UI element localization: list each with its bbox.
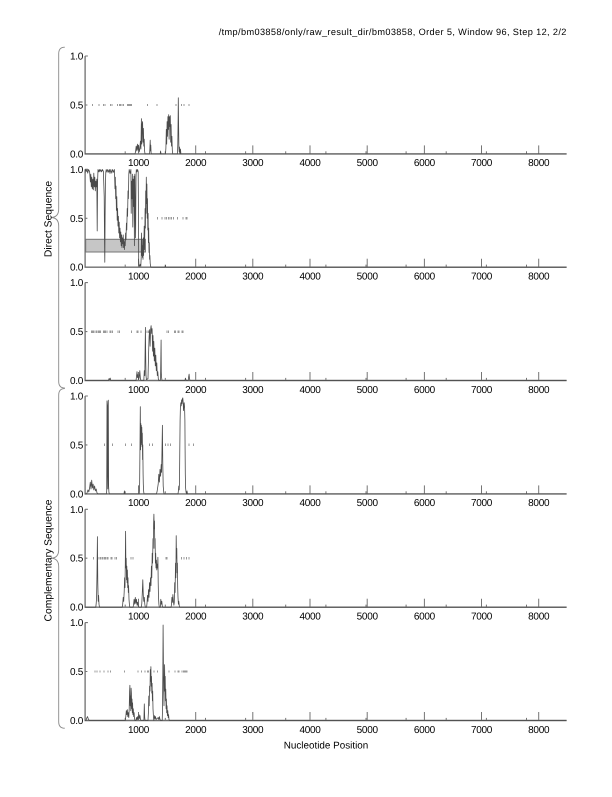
svg-text:8000: 8000 — [528, 272, 550, 283]
svg-text:1000: 1000 — [128, 498, 150, 509]
svg-text:4000: 4000 — [299, 498, 321, 509]
svg-text:1.0: 1.0 — [70, 165, 84, 176]
svg-text:5000: 5000 — [357, 725, 379, 736]
svg-text:3000: 3000 — [242, 158, 264, 169]
svg-text:7000: 7000 — [471, 158, 493, 169]
svg-text:0.5: 0.5 — [70, 101, 84, 112]
svg-text:4000: 4000 — [299, 612, 321, 623]
svg-text:5000: 5000 — [357, 385, 379, 396]
svg-text:4000: 4000 — [299, 272, 321, 283]
svg-text:2000: 2000 — [185, 612, 207, 623]
svg-text:3000: 3000 — [242, 725, 264, 736]
svg-text:1000: 1000 — [128, 158, 150, 169]
svg-text:8000: 8000 — [528, 612, 550, 623]
svg-text:0.5: 0.5 — [70, 440, 84, 451]
svg-text:5000: 5000 — [357, 498, 379, 509]
svg-text:1.0: 1.0 — [70, 618, 84, 629]
svg-text:0.0: 0.0 — [70, 149, 84, 160]
svg-text:1.0: 1.0 — [70, 392, 84, 403]
svg-text:0.0: 0.0 — [70, 716, 84, 727]
svg-text:2000: 2000 — [185, 158, 207, 169]
svg-text:Direct Sequence: Direct Sequence — [43, 181, 54, 257]
svg-text:6000: 6000 — [414, 725, 436, 736]
svg-text:6000: 6000 — [414, 158, 436, 169]
svg-text:2000: 2000 — [185, 385, 207, 396]
svg-text:1000: 1000 — [128, 385, 150, 396]
svg-text:6000: 6000 — [414, 272, 436, 283]
svg-text:1000: 1000 — [128, 612, 150, 623]
svg-text:7000: 7000 — [471, 612, 493, 623]
svg-text:/tmp/bm03858/only/raw_result_d: /tmp/bm03858/only/raw_result_dir/bm03858… — [219, 27, 567, 37]
svg-text:1000: 1000 — [128, 725, 150, 736]
svg-text:8000: 8000 — [528, 158, 550, 169]
svg-text:0.5: 0.5 — [70, 214, 84, 225]
svg-text:4000: 4000 — [299, 385, 321, 396]
svg-text:7000: 7000 — [471, 272, 493, 283]
svg-text:1.0: 1.0 — [70, 278, 84, 289]
svg-text:0.0: 0.0 — [70, 263, 84, 274]
svg-text:5000: 5000 — [357, 158, 379, 169]
svg-text:Complementary Sequence: Complementary Sequence — [43, 499, 54, 621]
svg-text:0.5: 0.5 — [70, 667, 84, 678]
svg-text:8000: 8000 — [528, 498, 550, 509]
svg-text:4000: 4000 — [299, 725, 321, 736]
svg-text:1000: 1000 — [128, 272, 150, 283]
svg-text:2000: 2000 — [185, 272, 207, 283]
svg-text:3000: 3000 — [242, 272, 264, 283]
svg-text:7000: 7000 — [471, 385, 493, 396]
svg-text:6000: 6000 — [414, 385, 436, 396]
svg-text:1.0: 1.0 — [70, 505, 84, 516]
svg-text:8000: 8000 — [528, 725, 550, 736]
svg-text:Nucleotide Position: Nucleotide Position — [284, 740, 369, 751]
svg-text:0.5: 0.5 — [70, 554, 84, 565]
svg-text:7000: 7000 — [471, 725, 493, 736]
svg-text:1.0: 1.0 — [70, 52, 84, 63]
svg-text:3000: 3000 — [242, 498, 264, 509]
svg-text:3000: 3000 — [242, 385, 264, 396]
svg-text:5000: 5000 — [357, 612, 379, 623]
svg-text:2000: 2000 — [185, 498, 207, 509]
svg-text:0.0: 0.0 — [70, 603, 84, 614]
svg-text:8000: 8000 — [528, 385, 550, 396]
svg-text:3000: 3000 — [242, 612, 264, 623]
svg-text:0.5: 0.5 — [70, 327, 84, 338]
svg-text:6000: 6000 — [414, 498, 436, 509]
svg-text:6000: 6000 — [414, 612, 436, 623]
svg-text:4000: 4000 — [299, 158, 321, 169]
svg-text:2000: 2000 — [185, 725, 207, 736]
svg-text:0.0: 0.0 — [70, 489, 84, 500]
svg-text:0.0: 0.0 — [70, 376, 84, 387]
svg-text:7000: 7000 — [471, 498, 493, 509]
svg-text:5000: 5000 — [357, 272, 379, 283]
